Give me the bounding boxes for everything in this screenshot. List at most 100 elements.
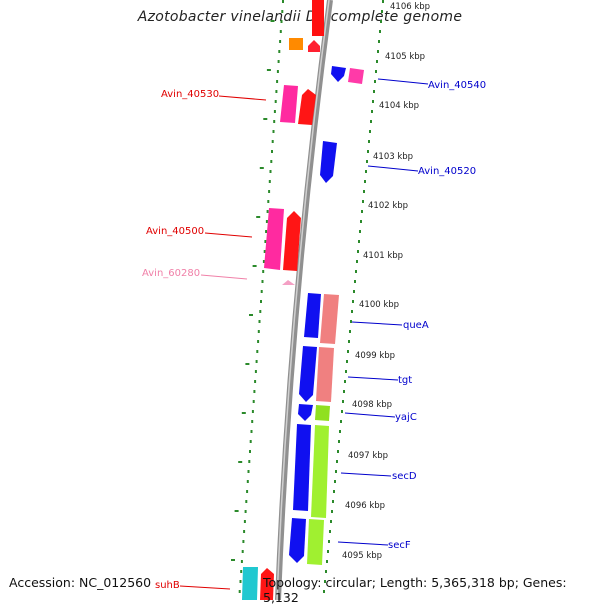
ring-tick [258,320,261,323]
accession-text: Accession: NC_012560 [9,575,152,590]
ring-tick [357,250,359,253]
gene-tgt-blue[interactable] [299,346,317,402]
gene-avin-40500-red[interactable] [283,211,301,271]
ring-tick [281,10,284,13]
ring-tick [279,30,282,33]
ring-tick [260,300,262,303]
gene-suhB-cyan[interactable] [242,567,258,600]
gene-avin-40520-blue[interactable] [320,141,337,183]
gene-secD-blue[interactable] [293,424,311,511]
gene-yajC-green[interactable] [315,405,330,421]
gene-avin-40530-magenta[interactable] [280,85,298,123]
ring-tick [272,130,275,133]
label-queA[interactable]: queA [403,320,429,331]
gene-secF-blue[interactable] [289,518,306,563]
ring-tick [269,170,272,173]
kbp-label-4106: 4106 kbp [390,2,430,12]
ring-tick [372,100,374,103]
kbp-label-4100: 4100 kbp [359,300,399,310]
ring-tick [267,200,270,203]
ring-tick [381,10,383,13]
gene-avin-40540-blue[interactable] [331,66,346,82]
gene-avin-60280[interactable] [282,280,295,285]
kbp-label-4097: 4097 kbp [348,451,388,461]
ring-major-tick [266,69,271,71]
label-suhB[interactable]: suhB [155,580,180,591]
ring-tick [248,460,251,463]
ring-tick [251,410,254,413]
ring-tick [273,120,276,123]
ring-tick [367,150,369,153]
gene-queA-blue[interactable] [304,293,321,338]
gene-top-red-lower[interactable] [308,40,320,52]
gene-secF-green[interactable] [307,519,324,565]
ring-tick [380,20,382,23]
label-avin-40530[interactable]: Avin_40530 [161,89,219,100]
ring-tick [364,180,366,183]
label-avin-40500[interactable]: Avin_40500 [146,226,204,237]
ring-tick [249,440,252,443]
ring-tick [260,290,263,293]
label-avin-40540[interactable]: Avin_40540 [428,80,486,91]
ring-tick [261,280,264,283]
ring-major-tick [259,167,264,169]
ring-tick [278,50,281,53]
ring-tick [282,0,284,3]
ring-tick [339,430,341,433]
ring-tick [361,210,363,213]
gene-tgt-salmon[interactable] [316,347,334,402]
ring-tick [274,100,277,103]
gene-yajC-blue[interactable] [298,404,313,421]
ring-tick [259,310,262,313]
ring-tick [376,60,378,63]
ring-tick [244,510,247,513]
ring-tick [351,310,353,313]
ring-tick [265,230,268,233]
ring-tick [332,500,334,503]
ring-tick [254,380,257,383]
ring-outer-left [238,0,284,593]
label-secD[interactable]: secD [392,471,417,482]
ring-tick [365,170,367,173]
label-yajC[interactable]: yajC [395,412,417,423]
kbp-label-4095: 4095 kbp [342,551,382,561]
gene-orange[interactable] [289,38,303,50]
gene-avin-40530-red[interactable] [298,89,316,125]
ring-tick [277,60,280,63]
gene-queA-salmon[interactable] [320,294,339,344]
gene-avin-40540-pink[interactable] [348,68,364,84]
ring-tick [246,490,249,493]
ring-tick [245,500,248,503]
ring-tick [370,120,372,123]
gene-top-red[interactable] [312,0,324,36]
gene-suhB-red[interactable] [260,568,274,600]
ring-tick [345,370,347,373]
ring-tick [363,190,365,193]
ring-tick [280,20,283,23]
ring-major-tick [234,510,239,512]
ring-tick [323,590,325,593]
ring-tick [379,30,381,33]
kbp-label-4101: 4101 kbp [363,251,403,261]
ring-tick [355,270,357,273]
gene-avin-40500-magenta[interactable] [264,208,284,270]
ring-tick [270,160,273,163]
ring-tick [337,450,339,453]
ring-tick [257,340,260,343]
ring-tick [253,390,256,393]
kbp-label-4102: 4102 kbp [368,201,408,211]
label-avin-40520[interactable]: Avin_40520 [418,166,476,177]
ring-tick [264,240,267,243]
ring-tick [276,70,279,73]
ring-tick [241,550,244,553]
ring-tick [257,330,260,333]
ring-tick [329,530,331,533]
gene-secD-green[interactable] [311,425,329,518]
label-avin-60280[interactable]: Avin_60280 [142,268,200,279]
label-tgt[interactable]: tgt [398,375,412,386]
ring-major-tick [256,216,261,218]
ring-major-ticks [231,20,275,561]
ring-major-tick [263,118,268,120]
label-secF[interactable]: secF [388,540,411,551]
ring-tick [252,400,255,403]
